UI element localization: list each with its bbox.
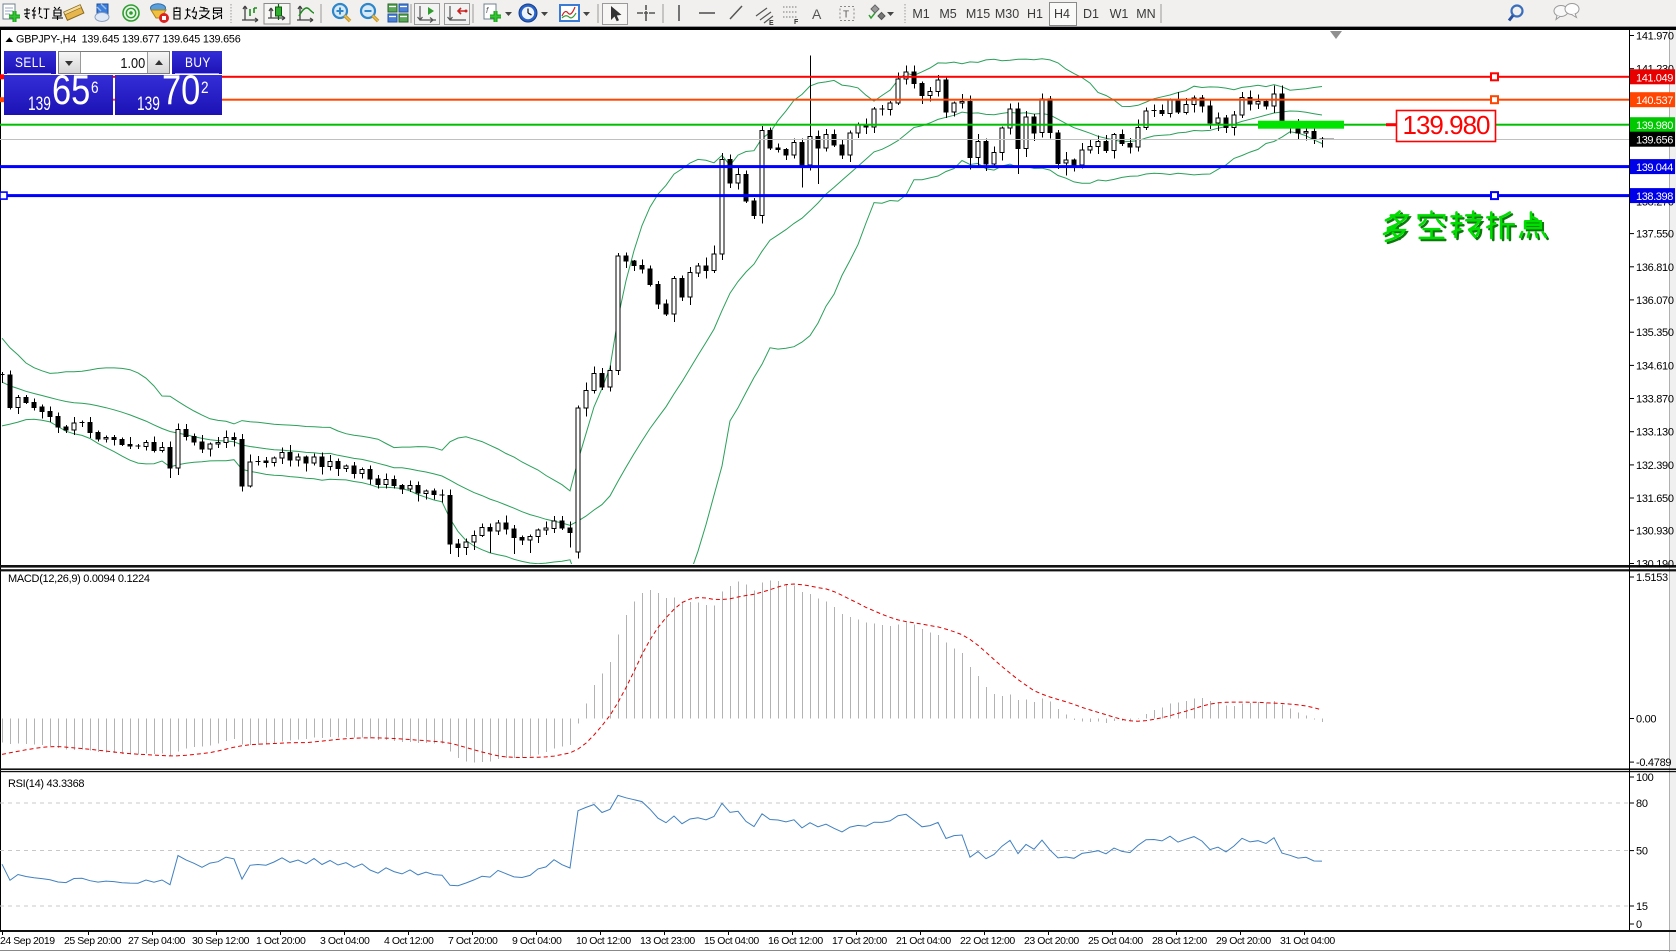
svg-text:138.398: 138.398 [1636, 191, 1673, 203]
svg-text:GBPJPY-,H4 139.645 139.677 13: GBPJPY-,H4 139.645 139.677 139.645 139.6… [16, 34, 241, 46]
svg-text:136.070: 136.070 [1636, 295, 1674, 307]
svg-text:10 Oct 12:00: 10 Oct 12:00 [576, 935, 631, 947]
svg-text:H4: H4 [1054, 7, 1070, 21]
svg-text:0: 0 [1636, 919, 1642, 931]
svg-text:27 Sep 04:00: 27 Sep 04:00 [128, 935, 186, 947]
svg-text:3 Oct 04:00: 3 Oct 04:00 [320, 935, 370, 947]
svg-text:141.970: 141.970 [1636, 31, 1674, 43]
svg-text:9 Oct 04:00: 9 Oct 04:00 [512, 935, 562, 947]
svg-text:139.656: 139.656 [1636, 135, 1673, 147]
svg-text:80: 80 [1636, 798, 1648, 810]
svg-text:28 Oct 12:00: 28 Oct 12:00 [1152, 935, 1207, 947]
svg-text:15: 15 [1636, 901, 1648, 913]
svg-text:M5: M5 [939, 7, 956, 21]
svg-text:1.5153: 1.5153 [1636, 572, 1668, 584]
svg-text:24 Sep 2019: 24 Sep 2019 [0, 935, 55, 947]
svg-text:15 Oct 04:00: 15 Oct 04:00 [704, 935, 759, 947]
svg-text:133.130: 133.130 [1636, 427, 1674, 439]
svg-text:131.650: 131.650 [1636, 493, 1674, 505]
svg-text:7 Oct 20:00: 7 Oct 20:00 [448, 935, 498, 947]
svg-text:130.190: 130.190 [1636, 559, 1674, 571]
svg-text:139.980: 139.980 [1403, 110, 1491, 140]
svg-text:137.550: 137.550 [1636, 229, 1674, 241]
svg-text:132.390: 132.390 [1636, 460, 1674, 472]
svg-text:133.870: 133.870 [1636, 394, 1674, 406]
svg-text:100: 100 [1636, 772, 1654, 784]
svg-text:MN: MN [1136, 7, 1155, 21]
svg-text:31 Oct 04:00: 31 Oct 04:00 [1280, 935, 1335, 947]
svg-text:30 Sep 12:00: 30 Sep 12:00 [192, 935, 250, 947]
svg-text:23 Oct 20:00: 23 Oct 20:00 [1024, 935, 1079, 947]
svg-text:MACD(12,26,9) 0.0094 0.1224: MACD(12,26,9) 0.0094 0.1224 [8, 573, 150, 585]
svg-text:139.044: 139.044 [1636, 162, 1673, 174]
svg-text:M1: M1 [912, 7, 929, 21]
svg-text:1 Oct 20:00: 1 Oct 20:00 [256, 935, 306, 947]
svg-text:0.00: 0.00 [1636, 714, 1656, 726]
svg-text:140.537: 140.537 [1636, 95, 1673, 107]
svg-text:A: A [812, 6, 822, 22]
svg-text:E: E [769, 20, 774, 27]
svg-text:f: f [486, 6, 489, 15]
svg-text:139.980: 139.980 [1636, 120, 1673, 132]
svg-text:RSI(14) 43.3368: RSI(14) 43.3368 [8, 778, 84, 790]
svg-text:136.810: 136.810 [1636, 262, 1674, 274]
svg-text:D1: D1 [1083, 7, 1099, 21]
svg-text:M15: M15 [966, 7, 990, 21]
svg-text:130.930: 130.930 [1636, 525, 1674, 537]
svg-text:22 Oct 12:00: 22 Oct 12:00 [960, 935, 1015, 947]
svg-text:29 Oct 20:00: 29 Oct 20:00 [1216, 935, 1271, 947]
svg-text:134.610: 134.610 [1636, 360, 1674, 372]
svg-text:-0.4789: -0.4789 [1636, 757, 1671, 769]
svg-text:141.049: 141.049 [1636, 72, 1673, 84]
svg-text:50: 50 [1636, 846, 1648, 858]
svg-text:13 Oct 23:00: 13 Oct 23:00 [640, 935, 695, 947]
svg-text:M30: M30 [995, 7, 1019, 21]
svg-text:17 Oct 20:00: 17 Oct 20:00 [832, 935, 887, 947]
svg-text:H1: H1 [1027, 7, 1043, 21]
svg-text:W1: W1 [1110, 7, 1129, 21]
svg-text:T: T [843, 10, 849, 21]
svg-text:16 Oct 12:00: 16 Oct 12:00 [768, 935, 823, 947]
svg-text:135.350: 135.350 [1636, 327, 1674, 339]
svg-text:F: F [794, 19, 799, 26]
svg-text:21 Oct 04:00: 21 Oct 04:00 [896, 935, 951, 947]
svg-text:25 Sep 20:00: 25 Sep 20:00 [64, 935, 122, 947]
svg-text:25 Oct 04:00: 25 Oct 04:00 [1088, 935, 1143, 947]
svg-text:4 Oct 12:00: 4 Oct 12:00 [384, 935, 434, 947]
